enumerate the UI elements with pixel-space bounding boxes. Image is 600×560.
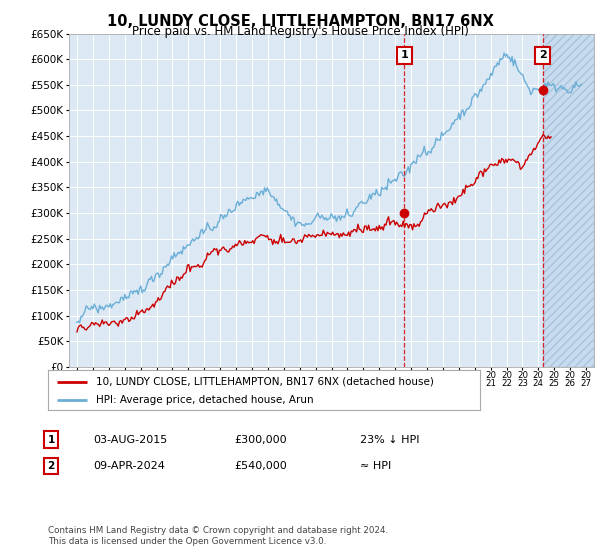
Text: 2: 2 bbox=[539, 50, 547, 60]
Text: 03-AUG-2015: 03-AUG-2015 bbox=[93, 435, 167, 445]
Text: £300,000: £300,000 bbox=[234, 435, 287, 445]
Text: Price paid vs. HM Land Registry's House Price Index (HPI): Price paid vs. HM Land Registry's House … bbox=[131, 25, 469, 38]
Text: 09-APR-2024: 09-APR-2024 bbox=[93, 461, 165, 471]
Text: 10, LUNDY CLOSE, LITTLEHAMPTON, BN17 6NX (detached house): 10, LUNDY CLOSE, LITTLEHAMPTON, BN17 6NX… bbox=[95, 377, 433, 387]
Text: £540,000: £540,000 bbox=[234, 461, 287, 471]
Text: Contains HM Land Registry data © Crown copyright and database right 2024.
This d: Contains HM Land Registry data © Crown c… bbox=[48, 526, 388, 546]
Text: 23% ↓ HPI: 23% ↓ HPI bbox=[360, 435, 419, 445]
Text: 1: 1 bbox=[400, 50, 408, 60]
Text: 1: 1 bbox=[47, 435, 55, 445]
Text: 10, LUNDY CLOSE, LITTLEHAMPTON, BN17 6NX: 10, LUNDY CLOSE, LITTLEHAMPTON, BN17 6NX bbox=[107, 14, 493, 29]
Text: ≈ HPI: ≈ HPI bbox=[360, 461, 391, 471]
Bar bbox=[542, 34, 594, 367]
Text: 2: 2 bbox=[47, 461, 55, 471]
Bar bbox=[542, 34, 594, 367]
Text: HPI: Average price, detached house, Arun: HPI: Average price, detached house, Arun bbox=[95, 395, 313, 405]
